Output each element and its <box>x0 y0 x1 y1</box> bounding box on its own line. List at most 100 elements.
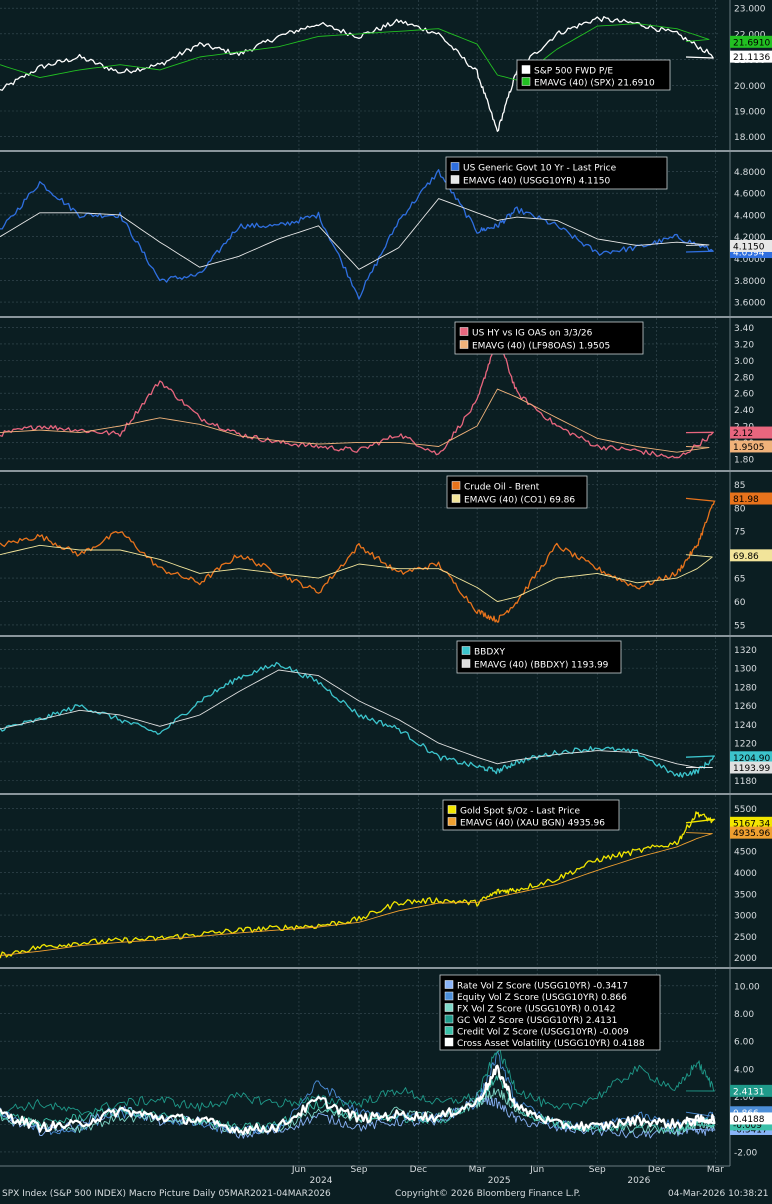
y-tick-label: 1300 <box>734 665 757 675</box>
y-tick-label: 3000 <box>734 912 757 922</box>
y-tick-label: 20.000 <box>734 82 766 92</box>
legend: Crude Oil - Brent EMAVG (40) (CO1) 69.86 <box>446 475 588 509</box>
last-value-label: -0.3417 <box>733 1125 768 1135</box>
last-value-tag: 2.12 <box>730 426 772 439</box>
legend-box <box>442 799 620 831</box>
y-tick-label: 4.2000 <box>734 233 766 243</box>
y-tick-label: 3.20 <box>734 340 754 350</box>
y-tick-label: 19.000 <box>734 108 766 118</box>
legend-swatch <box>444 1026 454 1035</box>
legend-swatch <box>447 817 457 826</box>
series-line-2-1 <box>0 169 714 300</box>
y-tick-label: 1320 <box>734 646 757 656</box>
last-value-tag: 1.9505 <box>730 440 772 453</box>
last-value-tag: 81.98 <box>730 492 772 505</box>
last-value-box <box>730 1084 772 1097</box>
y-tick-label: 4.8000 <box>734 168 766 178</box>
series-line-7-6 <box>0 1064 716 1136</box>
legend-swatch <box>461 646 471 655</box>
legend-swatch <box>444 1037 454 1047</box>
legend-swatch <box>451 494 461 503</box>
y-tick-label: 3.8000 <box>734 277 766 287</box>
last-value-tag: 21.6910 <box>730 35 772 48</box>
y-tick-label: 3500 <box>734 890 757 900</box>
legend-entry: Credit Vol Z Score (USGG10YR) -0.009 <box>457 1028 629 1038</box>
legend-entry: EMAVG (40) (USGG10YR) 4.1150 <box>463 177 610 187</box>
last-value-tag: 5167.34 <box>730 816 772 829</box>
legend-swatch <box>447 805 457 814</box>
panel-2: 4.8000 4.6000 4.4000 4.2000 4.0000 3.8000 3.60… <box>0 150 772 316</box>
y-tick-label: 75 <box>734 528 745 538</box>
legend-entry: BBDXY <box>474 648 505 658</box>
y-tick-label: 85 <box>734 481 745 491</box>
y-tick-label: 1180 <box>734 777 757 787</box>
legend-entry: EMAVG (40) (CO1) 69.86 <box>464 496 575 506</box>
x-year-label: 2024 <box>310 1176 333 1186</box>
footer-timestamp: 04-Mar-2026 10:38:21 <box>668 1189 769 1199</box>
last-value-box <box>730 1112 772 1125</box>
y-tick-label: 10.00 <box>734 982 760 992</box>
last-value-label: 4.0594 <box>733 249 765 259</box>
legend-swatch <box>444 1014 454 1024</box>
last-value-label: 81.98 <box>733 495 759 505</box>
legend-entry: Rate Vol Z Score (USGG10YR) -0.3417 <box>457 982 628 992</box>
last-value-label: 21.6910 <box>733 38 770 48</box>
series-line-5-1 <box>0 661 716 778</box>
legend-box <box>516 59 671 91</box>
panel-6: 550050004500400035003000250020005167.344… <box>0 793 772 967</box>
legend-box <box>446 475 588 509</box>
legend: US HY vs IG OAS on 3/3/26 EMAVG (40) (LF9… <box>454 321 644 355</box>
last-value-box <box>730 826 772 839</box>
last-value-tag: 4935.96 <box>730 826 772 839</box>
y-tick-label: 3.40 <box>734 324 754 334</box>
legend-entry: Cross Asset Volatility (USGG10YR) 0.4188 <box>457 1039 645 1049</box>
last-value-tag: 2.4131 <box>730 1084 772 1097</box>
last-value-label: 69.86 <box>733 552 759 562</box>
legend-box <box>454 321 644 355</box>
series-line-3-1 <box>0 334 714 459</box>
legend-entry: EMAVG (40) (SPX) 21.6910 <box>534 79 655 89</box>
y-tick-label: 4.4000 <box>734 211 766 221</box>
legend-entry: FX Vol Z Score (USGG10YR) 0.0142 <box>457 1005 615 1015</box>
legend-swatch <box>461 659 471 668</box>
legend: Gold Spot $/Oz - Last Price EMAVG (40) (X… <box>442 799 620 831</box>
y-tick-label: 2500 <box>734 933 757 943</box>
last-value-box <box>730 50 772 63</box>
legend-swatch <box>451 481 461 490</box>
last-value-box <box>730 492 772 505</box>
legend-swatch <box>444 1003 454 1012</box>
y-tick-label: 3.6000 <box>734 299 766 309</box>
legend-swatch <box>521 77 531 86</box>
legend-entry: GC Vol Z Score (USGG10YR) 2.4131 <box>457 1016 617 1026</box>
legend-box <box>439 974 661 1051</box>
x-year-label: 2025 <box>488 1176 511 1186</box>
y-tick-label: 8.00 <box>734 1010 754 1020</box>
legend-entry: EMAVG (40) (BBDXY) 1193.99 <box>474 661 609 671</box>
last-value-label: 0.4188 <box>733 1115 765 1125</box>
last-value-label: -0.009 <box>733 1121 762 1131</box>
series-line-3-2 <box>0 388 710 453</box>
x-month-label: Dec <box>410 1165 427 1175</box>
last-value-tag: 4.0594 <box>730 246 772 259</box>
y-tick-label: 4.00 <box>734 1065 754 1075</box>
legend-entry: US Generic Govt 10 Yr - Last Price <box>463 164 617 174</box>
y-tick-label: 2.00 <box>734 1093 754 1103</box>
x-month-label: Sep <box>589 1165 606 1175</box>
last-value-box <box>730 761 772 774</box>
series-line-4-1 <box>0 497 716 623</box>
legend-entry: Equity Vol Z Score (USGG10YR) 0.866 <box>457 993 627 1003</box>
last-value-box <box>730 239 772 252</box>
last-value-tag: 4.1150 <box>730 239 772 252</box>
last-value-box <box>730 549 772 562</box>
y-tick-label: 2.40 <box>734 406 754 416</box>
legend-swatch <box>444 980 454 989</box>
y-tick-label: 4500 <box>734 848 757 858</box>
last-value-box <box>730 440 772 453</box>
legend: US Generic Govt 10 Yr - Last Price EMAVG … <box>445 156 668 190</box>
last-value-label: 5167.34 <box>733 819 770 829</box>
legend-swatch <box>521 65 531 74</box>
last-value-label: 1.9505 <box>733 443 765 453</box>
x-month-label: Jun <box>529 1165 544 1175</box>
legend-entry: Crude Oil - Brent <box>464 483 540 493</box>
